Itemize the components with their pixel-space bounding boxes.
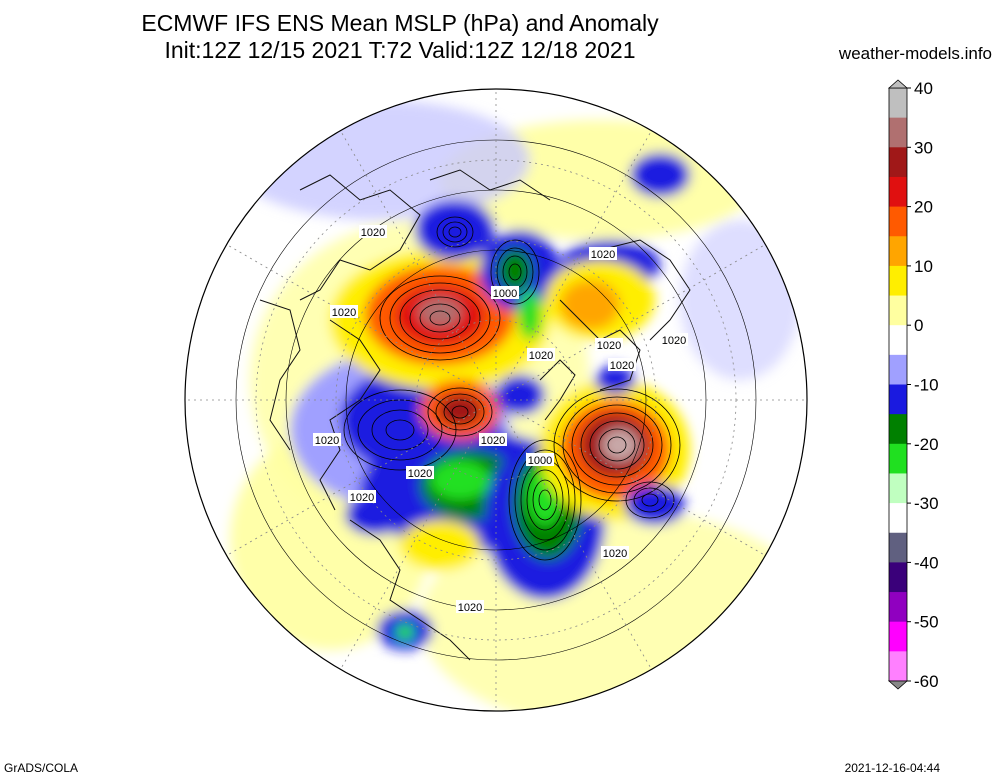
footer-software: GrADS/COLA: [4, 761, 79, 775]
contour-label: 1000: [491, 286, 519, 300]
colorbar-tick-label: 40: [914, 79, 933, 98]
colorbar-segment: [889, 443, 907, 474]
colorbar-tick-label: -20: [914, 435, 939, 454]
colorbar-tick-label: 30: [914, 138, 933, 157]
chart-title-line1: ECMWF IFS ENS Mean MSLP (hPa) and Anomal…: [141, 10, 659, 36]
contour-label: 1020: [406, 466, 434, 480]
contour-label: 1000: [526, 453, 554, 467]
colorbar-tick-label: 0: [914, 316, 923, 335]
colorbar-segment: [889, 473, 907, 504]
contour-label: 1020: [313, 433, 341, 447]
contour-label: 1020: [456, 600, 484, 614]
contour-label: 1020: [479, 433, 507, 447]
svg-text:1020: 1020: [315, 435, 339, 447]
colorbar-tick-label: -60: [914, 672, 939, 691]
colorbar-tick-label: 10: [914, 257, 933, 276]
contour-label: 1020: [601, 546, 629, 560]
svg-text:1020: 1020: [610, 360, 634, 372]
colorbar-segment: [889, 325, 907, 356]
colorbar-segment: [889, 236, 907, 267]
colorbar-segment: [889, 592, 907, 623]
colorbar-segment: [889, 621, 907, 652]
svg-text:1020: 1020: [481, 435, 505, 447]
colorbar-segment: [889, 354, 907, 385]
colorbar-tick-label: -40: [914, 553, 939, 572]
svg-text:1020: 1020: [458, 602, 482, 614]
colorbar-tick-label: -30: [914, 494, 939, 513]
colorbar-segment: [889, 532, 907, 563]
colorbar-segment: [889, 88, 907, 119]
contour-label: 1020: [359, 225, 387, 239]
colorbar-tick-label: -10: [914, 376, 939, 395]
colorbar-segment: [889, 651, 907, 682]
contour-label: 1020: [608, 358, 636, 372]
svg-text:1020: 1020: [529, 350, 553, 362]
colorbar-segment: [889, 265, 907, 297]
footer-timestamp: 2021-12-16-04:44: [844, 761, 940, 775]
svg-text:1020: 1020: [591, 249, 615, 261]
svg-text:1020: 1020: [662, 335, 686, 347]
colorbar-segment: [889, 206, 907, 237]
contour-label: 1020: [348, 490, 376, 504]
contour-label: 1020: [589, 247, 617, 261]
colorbar-segment: [889, 147, 907, 178]
colorbar-segment: [889, 384, 907, 415]
site-credit: weather-models.info: [838, 44, 992, 63]
contour-label: 1020: [660, 333, 688, 347]
svg-text:1000: 1000: [528, 455, 552, 467]
contour-label: 1020: [527, 348, 555, 362]
svg-text:1020: 1020: [603, 548, 627, 560]
svg-text:1020: 1020: [350, 492, 374, 504]
colorbar-segment: [889, 562, 907, 593]
colorbar-segment: [889, 117, 907, 148]
chart-title-line2: Init:12Z 12/15 2021 T:72 Valid:12Z 12/18…: [164, 37, 636, 63]
contour-label: 1020: [595, 338, 623, 352]
colorbar-tick-label: 20: [914, 198, 933, 217]
colorbar-tick-label: -50: [914, 613, 939, 632]
colorbar-segment: [889, 503, 907, 534]
svg-text:1020: 1020: [597, 340, 621, 352]
svg-text:1000: 1000: [493, 288, 517, 300]
svg-text:1020: 1020: [332, 307, 356, 319]
map-boundary: [184, 88, 808, 712]
colorbar-segment: [889, 295, 907, 326]
svg-text:1020: 1020: [361, 227, 385, 239]
contour-label: 1020: [330, 305, 358, 319]
colorbar-segment: [889, 176, 907, 208]
colorbar-segment: [889, 414, 907, 445]
svg-text:1020: 1020: [408, 468, 432, 480]
